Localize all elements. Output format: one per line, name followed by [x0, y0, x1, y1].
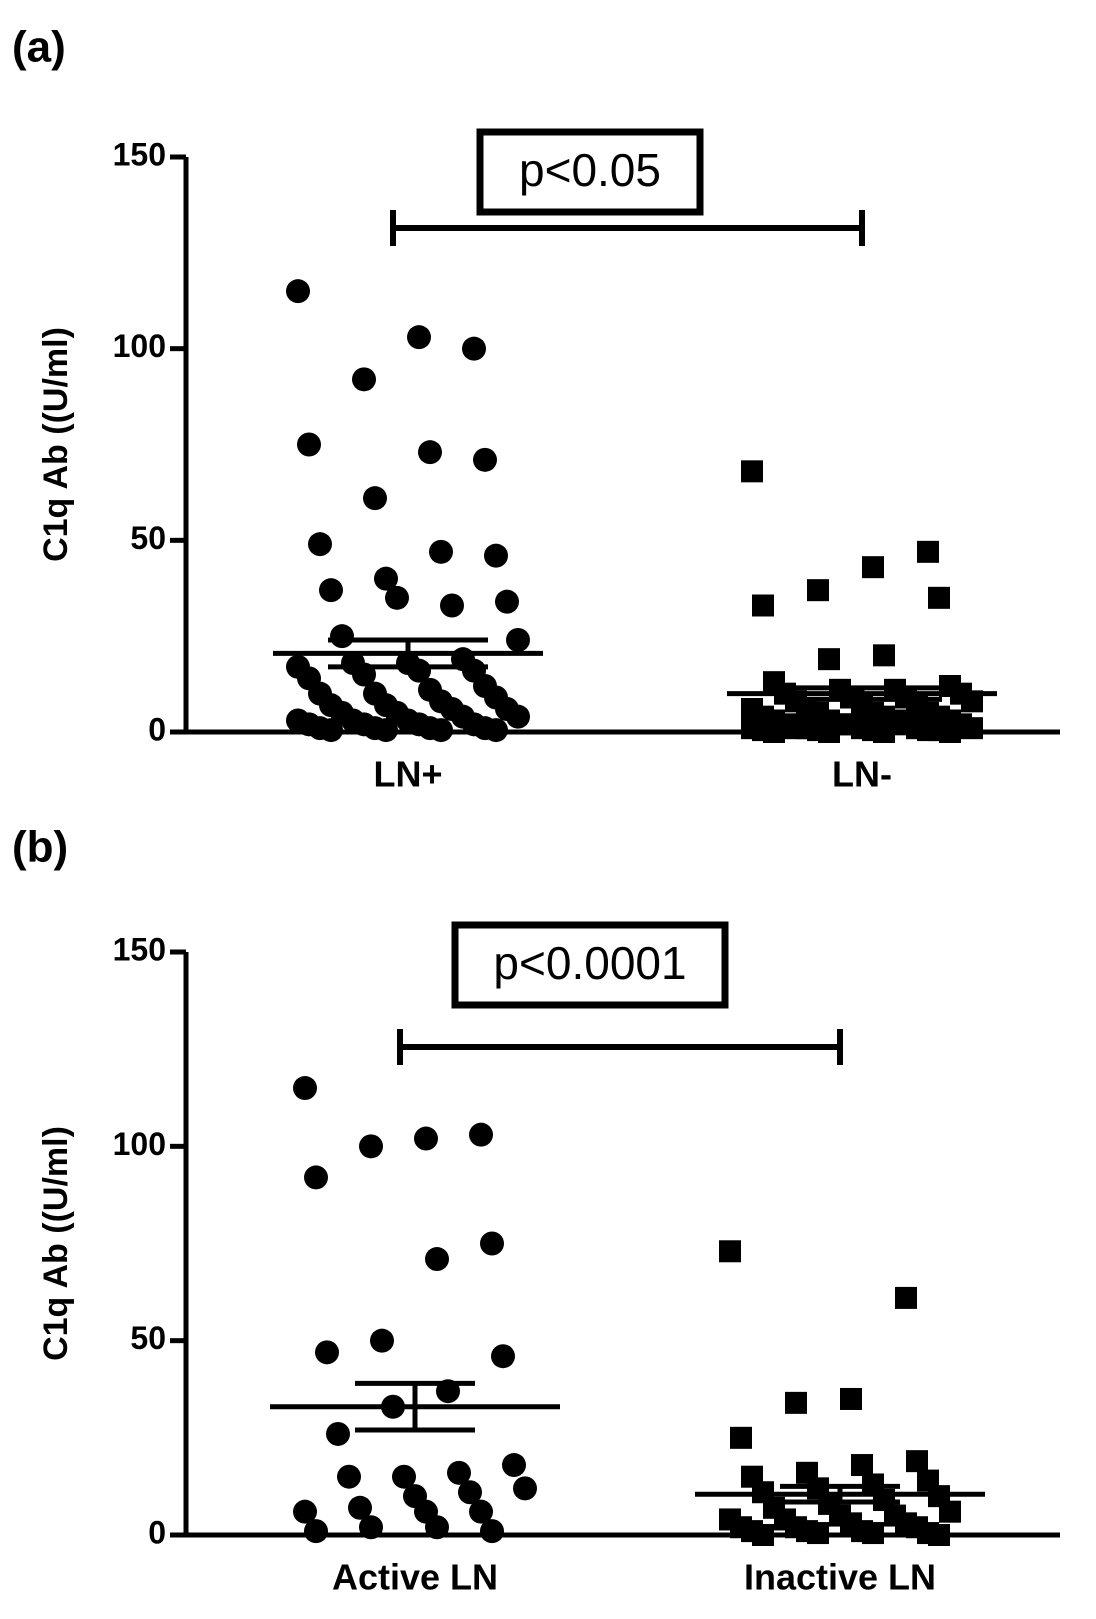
data-point	[304, 1165, 328, 1190]
data-point	[286, 279, 310, 304]
data-point	[506, 628, 530, 652]
data-point	[939, 721, 961, 743]
data-point	[319, 718, 343, 743]
data-point	[293, 1076, 317, 1101]
data-point	[807, 1522, 829, 1545]
data-point	[928, 586, 950, 609]
data-point	[906, 1450, 928, 1473]
data-point	[480, 1231, 504, 1256]
data-point	[469, 1122, 493, 1147]
data-point	[895, 1286, 917, 1309]
y-tick-label: 50	[130, 520, 166, 556]
panel-label: (b)	[12, 823, 68, 872]
data-point	[429, 539, 453, 564]
y-tick-label: 150	[113, 136, 166, 172]
data-point	[763, 721, 785, 743]
data-point	[315, 1340, 339, 1365]
data-point	[513, 1476, 537, 1501]
data-point	[293, 1499, 317, 1524]
data-point	[319, 578, 343, 603]
data-point	[458, 1480, 482, 1505]
data-point	[939, 1500, 961, 1523]
data-point	[425, 1515, 449, 1540]
data-point	[752, 594, 774, 617]
data-point	[425, 1247, 449, 1272]
data-point	[873, 644, 895, 667]
data-point	[741, 460, 763, 483]
data-point	[818, 721, 840, 743]
data-point	[392, 1464, 416, 1489]
data-point	[447, 1460, 471, 1485]
data-point	[862, 1522, 884, 1545]
data-point	[337, 1464, 361, 1489]
x-tick-label: Inactive LN	[744, 1557, 936, 1598]
y-tick-label: 150	[113, 931, 166, 967]
data-point	[484, 718, 508, 743]
data-point	[917, 540, 939, 563]
data-point	[359, 1515, 383, 1540]
data-point	[330, 624, 354, 649]
y-tick-label: 0	[148, 711, 166, 747]
data-point	[807, 579, 829, 602]
x-tick-label: LN+	[373, 754, 442, 795]
data-point	[370, 1328, 394, 1353]
data-point	[469, 1499, 493, 1524]
y-tick-label: 0	[148, 1514, 166, 1550]
data-point	[326, 1421, 350, 1446]
annotation: p<0.0001	[493, 937, 686, 989]
data-point	[363, 486, 387, 511]
annotation: p<0.05	[519, 144, 661, 196]
data-point	[374, 718, 398, 743]
data-point	[348, 1495, 372, 1520]
data-point	[308, 532, 332, 557]
data-point	[752, 1524, 774, 1546]
data-point	[961, 717, 983, 740]
data-point	[480, 1519, 504, 1544]
data-point	[385, 585, 409, 610]
x-tick-label: Active LN	[332, 1557, 498, 1598]
x-tick-label: LN-	[832, 754, 892, 795]
y-axis-label: C1q Ab ((U/ml)	[37, 327, 75, 562]
data-point	[851, 1454, 873, 1477]
data-point	[928, 1524, 950, 1546]
data-point	[719, 1240, 741, 1263]
data-point	[491, 1344, 515, 1369]
y-tick-label: 50	[130, 1320, 166, 1356]
data-point	[495, 589, 519, 614]
annotation-box	[451, 921, 729, 1009]
data-point	[297, 432, 321, 457]
y-tick-label: 100	[113, 328, 166, 364]
data-point	[304, 1519, 328, 1544]
data-point	[418, 440, 442, 465]
y-axis-label: C1q Ab ((U/ml)	[37, 1126, 75, 1361]
data-point	[506, 704, 530, 729]
data-point	[462, 336, 486, 361]
data-point	[502, 1453, 526, 1478]
panel-label: (a)	[12, 23, 66, 72]
data-point	[414, 1126, 438, 1151]
data-point	[818, 648, 840, 671]
data-point	[359, 1134, 383, 1159]
data-point	[429, 718, 453, 743]
y-tick-label: 100	[113, 1126, 166, 1162]
data-point	[473, 447, 497, 472]
data-point	[862, 556, 884, 579]
annotation-box	[476, 128, 704, 216]
data-point	[352, 367, 376, 392]
data-point	[407, 325, 431, 350]
data-point	[440, 593, 464, 618]
data-point	[730, 1426, 752, 1449]
data-point	[840, 1387, 862, 1410]
data-point	[873, 721, 895, 743]
data-point	[785, 1391, 807, 1414]
data-point	[484, 543, 508, 568]
data-point	[374, 566, 398, 591]
